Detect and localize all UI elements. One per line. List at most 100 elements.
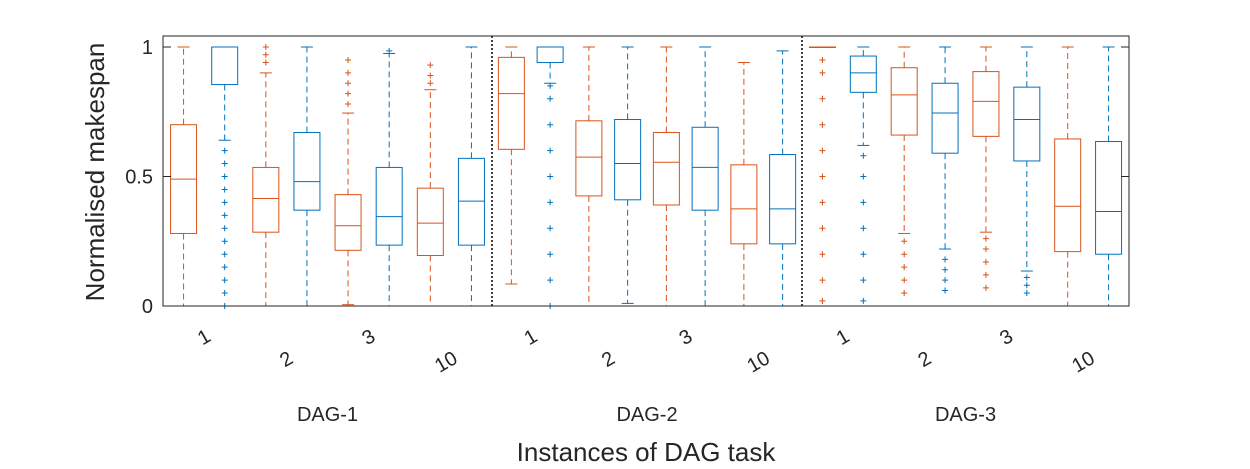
iqr-box bbox=[252, 166, 280, 233]
outlier-marker bbox=[819, 121, 826, 128]
iqr-box bbox=[769, 153, 797, 245]
outlier-marker bbox=[819, 199, 826, 206]
outlier-marker bbox=[819, 95, 826, 102]
x-tick-label: 2 bbox=[598, 347, 619, 372]
box-1-5 bbox=[334, 56, 362, 306]
outlier-marker bbox=[819, 251, 826, 258]
outlier-marker bbox=[262, 44, 269, 50]
outlier-marker bbox=[942, 266, 949, 273]
outlier-marker bbox=[1023, 274, 1030, 281]
box-3-6 bbox=[1013, 46, 1041, 297]
iqr-box bbox=[691, 126, 719, 211]
iqr-box bbox=[416, 187, 444, 256]
outlier-marker bbox=[386, 47, 393, 54]
outlier-marker bbox=[221, 212, 228, 219]
outlier-marker bbox=[547, 251, 554, 258]
x-tick-label: 2 bbox=[914, 347, 935, 372]
outlier-marker bbox=[819, 69, 826, 76]
box-2-1 bbox=[497, 46, 525, 285]
outlier-marker bbox=[860, 251, 867, 258]
x-tick-label: 1 bbox=[521, 325, 542, 350]
outlier-marker bbox=[982, 235, 989, 242]
outlier-marker bbox=[860, 199, 867, 206]
outlier-marker bbox=[547, 95, 554, 102]
x-tick-label: 2 bbox=[276, 347, 297, 372]
box-1-7 bbox=[416, 62, 444, 307]
outlier-marker bbox=[901, 277, 908, 284]
outlier-marker bbox=[221, 173, 228, 180]
box-1-8 bbox=[457, 46, 485, 307]
outlier-marker bbox=[221, 225, 228, 232]
outlier-marker bbox=[982, 284, 989, 291]
iqr-box bbox=[1095, 141, 1123, 255]
x-tick-label: 10 bbox=[1068, 347, 1098, 377]
outlier-marker bbox=[345, 90, 352, 97]
outlier-marker bbox=[427, 80, 434, 87]
group-label-3: DAG-3 bbox=[935, 404, 996, 426]
box-3-3 bbox=[890, 46, 918, 297]
outlier-marker bbox=[982, 271, 989, 278]
iqr-box bbox=[497, 56, 525, 150]
y-axis: 00.51 bbox=[125, 37, 1129, 318]
outlier-marker bbox=[982, 246, 989, 253]
iqr-box bbox=[652, 131, 680, 206]
iqr-box bbox=[575, 120, 603, 197]
group-label-2: DAG-2 bbox=[616, 404, 677, 426]
outlier-marker bbox=[819, 147, 826, 154]
box-3-5 bbox=[972, 46, 1000, 291]
outlier-marker bbox=[901, 264, 908, 271]
group-label-1: DAG-1 bbox=[297, 404, 358, 426]
iqr-box bbox=[1013, 86, 1041, 162]
outlier-marker bbox=[221, 186, 228, 193]
x-tick-label: 1 bbox=[194, 325, 215, 350]
group-separators bbox=[491, 36, 803, 306]
iqr-box bbox=[931, 82, 959, 154]
box-2-8 bbox=[769, 50, 797, 307]
x-tick-label: 10 bbox=[743, 347, 773, 377]
iqr-box bbox=[536, 46, 564, 64]
outlier-marker bbox=[860, 173, 867, 180]
outlier-marker bbox=[547, 173, 554, 180]
box-2-7 bbox=[730, 62, 758, 307]
outlier-marker bbox=[982, 258, 989, 265]
iqr-box bbox=[849, 55, 877, 93]
x-tick-label: 10 bbox=[431, 347, 461, 377]
boxes-layer bbox=[170, 44, 1123, 309]
outlier-marker bbox=[547, 277, 554, 284]
box-3-1 bbox=[808, 46, 836, 304]
outlier-marker bbox=[427, 72, 434, 79]
outlier-marker bbox=[942, 277, 949, 284]
outlier-marker bbox=[221, 238, 228, 245]
outlier-marker bbox=[901, 238, 908, 245]
outlier-marker bbox=[860, 297, 867, 304]
outlier-marker bbox=[221, 160, 228, 167]
box-2-3 bbox=[575, 46, 603, 307]
outlier-marker bbox=[819, 56, 826, 63]
iqr-box bbox=[730, 164, 758, 245]
outlier-marker bbox=[942, 287, 949, 294]
outlier-marker bbox=[221, 199, 228, 206]
outlier-marker bbox=[345, 69, 352, 76]
outlier-marker bbox=[901, 290, 908, 297]
outlier-marker bbox=[819, 225, 826, 232]
outlier-marker bbox=[547, 82, 554, 89]
box-3-7 bbox=[1054, 46, 1082, 307]
outlier-marker bbox=[547, 199, 554, 206]
outlier-marker bbox=[942, 256, 949, 263]
x-axis: 1 2 3 10 DAG-1 1 2 3 10 DAG-2 1 2 3 10 DAG-3 bbox=[194, 325, 1099, 426]
outlier-marker bbox=[819, 297, 826, 304]
x-tick-label: 3 bbox=[996, 325, 1017, 350]
iqr-box bbox=[211, 46, 239, 86]
outlier-marker bbox=[860, 277, 867, 284]
outlier-marker bbox=[345, 100, 352, 107]
box-group-2 bbox=[497, 46, 797, 309]
outlier-marker bbox=[1023, 290, 1030, 297]
iqr-box bbox=[334, 194, 362, 251]
box-2-5 bbox=[652, 46, 680, 307]
y-tick-label: 0 bbox=[142, 296, 153, 318]
box-1-2 bbox=[211, 46, 239, 309]
iqr-box bbox=[890, 67, 918, 136]
outlier-marker bbox=[427, 62, 434, 69]
outlier-marker bbox=[221, 290, 228, 297]
